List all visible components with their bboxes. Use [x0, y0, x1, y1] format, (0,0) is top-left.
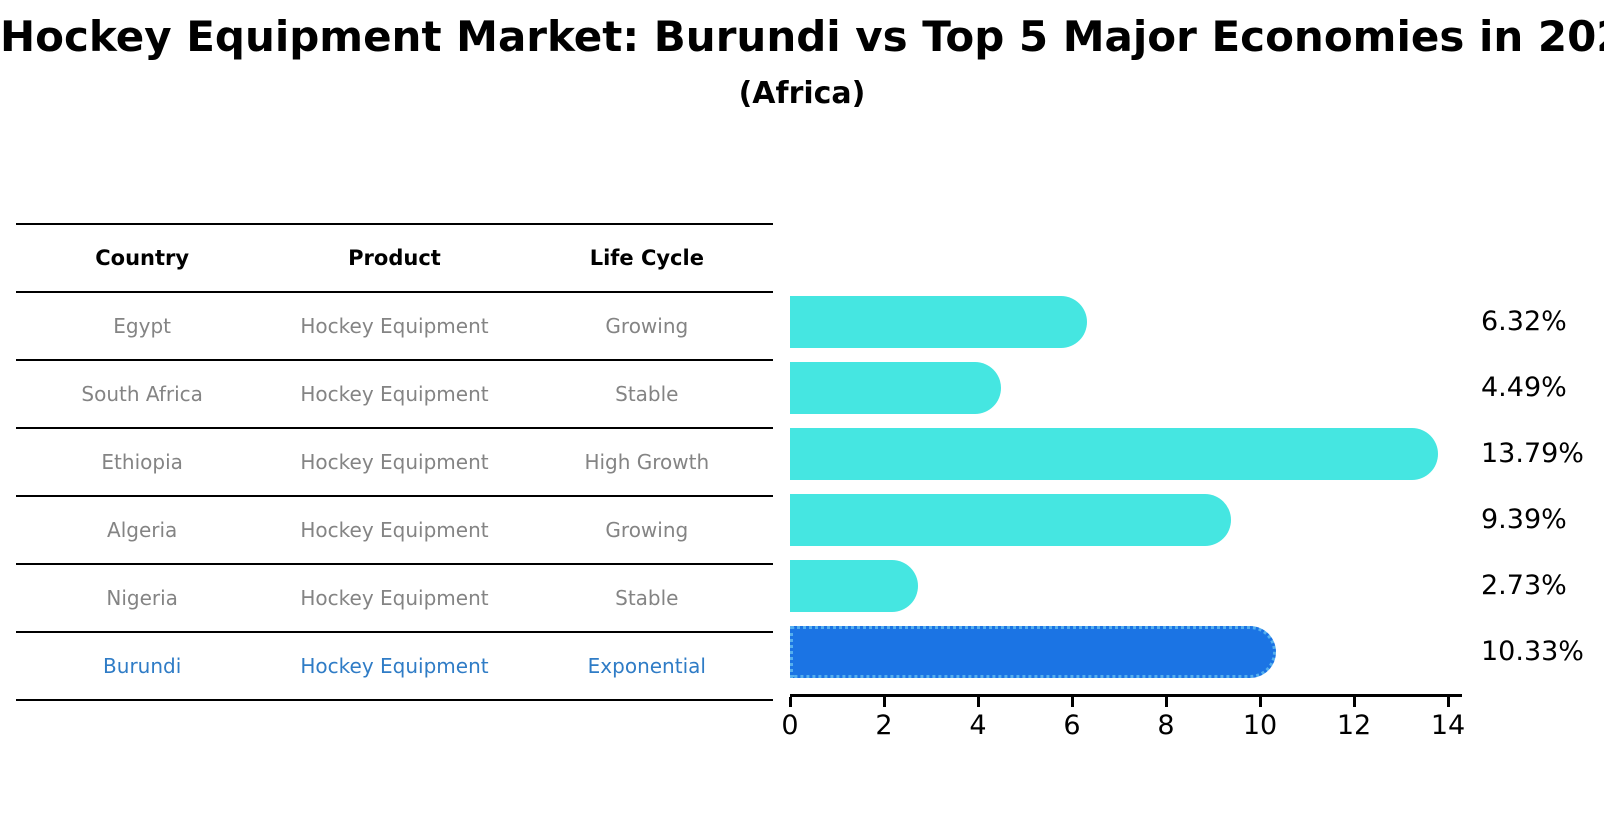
x-tick-label: 8 [1157, 710, 1175, 741]
x-tick-mark [1447, 697, 1450, 707]
col-header-lifecycle: Life Cycle [589, 246, 704, 270]
x-tick-label: 4 [969, 710, 987, 741]
value-label: 9.39% [1481, 504, 1567, 535]
x-tick-label: 12 [1336, 710, 1372, 741]
table-header-row: Country Product Life Cycle [16, 225, 773, 293]
bar-burundi [790, 626, 1276, 678]
x-tick-mark [1259, 697, 1262, 707]
cell-country: Nigeria [106, 586, 178, 610]
cell-country: Egypt [113, 314, 172, 338]
cell-lifecycle: Growing [605, 518, 689, 542]
page-subtitle: (Africa) [738, 76, 866, 111]
table-row: South Africa Hockey Equipment Stable [16, 361, 773, 429]
x-tick-mark [1353, 697, 1356, 707]
x-tick-mark [1071, 697, 1074, 707]
cell-product: Hockey Equipment [300, 518, 489, 542]
bar-ethiopia [790, 428, 1438, 480]
x-tick-label: 0 [781, 710, 799, 741]
x-tick-mark [1165, 697, 1168, 707]
x-tick-label: 6 [1063, 710, 1081, 741]
x-tick-label: 10 [1242, 710, 1278, 741]
data-table: Country Product Life Cycle Egypt Hockey … [16, 223, 773, 701]
cell-lifecycle: Growing [605, 314, 689, 338]
page-title: Hockey Equipment Market: Burundi vs Top … [0, 12, 1604, 61]
table-row: Ethiopia Hockey Equipment High Growth [16, 429, 773, 497]
bar-nigeria [790, 560, 918, 612]
cell-product: Hockey Equipment [300, 450, 489, 474]
x-tick-mark [977, 697, 980, 707]
bar-south-africa [790, 362, 1001, 414]
cell-product: Hockey Equipment [300, 654, 489, 678]
value-label: 10.33% [1481, 636, 1584, 667]
cell-lifecycle: Exponential [587, 654, 706, 678]
cell-lifecycle: Stable [615, 586, 679, 610]
cell-country: South Africa [81, 382, 203, 406]
cell-lifecycle: Stable [615, 382, 679, 406]
value-label: 2.73% [1481, 570, 1567, 601]
value-label: 4.49% [1481, 372, 1567, 403]
cell-lifecycle: High Growth [584, 450, 710, 474]
x-tick-mark [883, 697, 886, 707]
cell-product: Hockey Equipment [300, 382, 489, 406]
col-header-product: Product [348, 246, 441, 270]
table-row-burundi: Burundi Hockey Equipment Exponential [16, 633, 773, 701]
col-header-country: Country [95, 246, 190, 270]
value-label: 6.32% [1481, 306, 1567, 337]
cell-product: Hockey Equipment [300, 586, 489, 610]
table-row: Algeria Hockey Equipment Growing [16, 497, 773, 565]
cell-product: Hockey Equipment [300, 314, 489, 338]
cell-country: Ethiopia [101, 450, 183, 474]
x-tick-label: 14 [1430, 710, 1466, 741]
cell-country: Algeria [107, 518, 178, 542]
x-tick-label: 2 [875, 710, 893, 741]
table-row: Nigeria Hockey Equipment Stable [16, 565, 773, 633]
cell-country: Burundi [103, 654, 182, 678]
table-row: Egypt Hockey Equipment Growing [16, 293, 773, 361]
x-tick-mark [789, 697, 792, 707]
value-label: 13.79% [1481, 438, 1584, 469]
bar-algeria [790, 494, 1231, 546]
x-axis-line [790, 694, 1462, 697]
bar-egypt [790, 296, 1087, 348]
